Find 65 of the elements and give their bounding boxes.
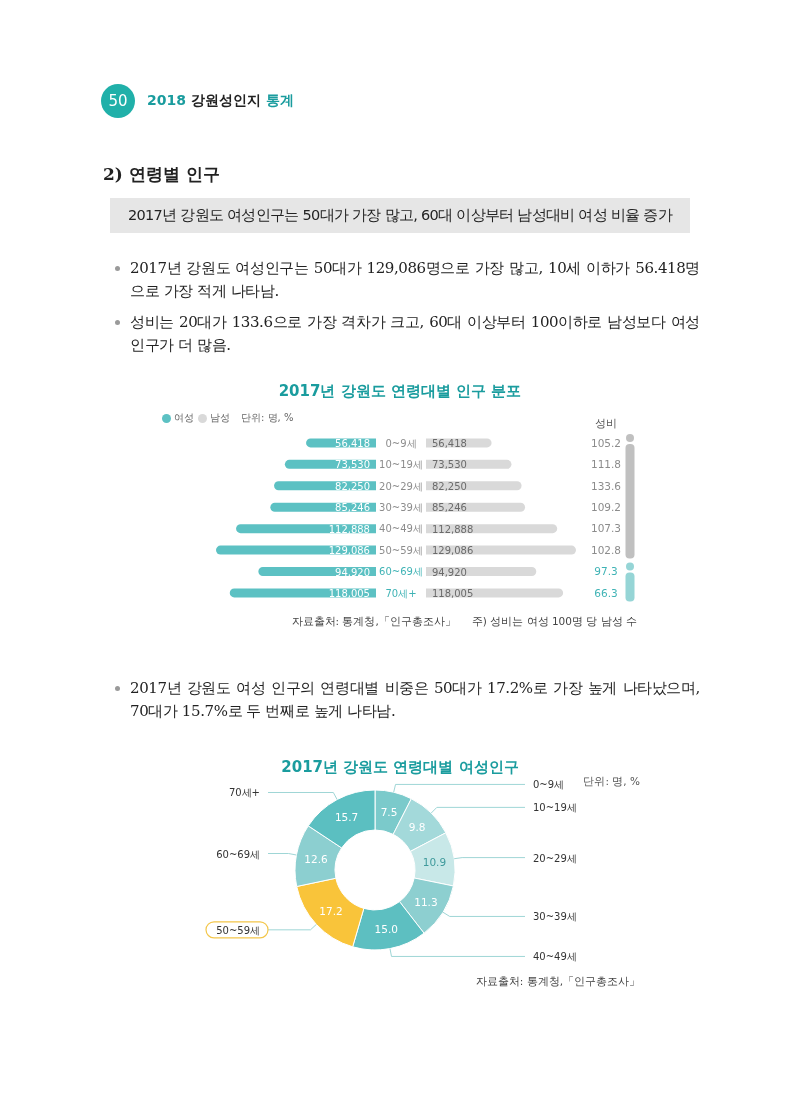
text: 2017년 강원도 여성인구는 50대가 가장 많고, 60대 이상부터 남성대비 여성 비율 증가	[127, 206, 673, 225]
y-tick-label: 0~9세	[385, 437, 417, 449]
data-label: 112,888	[328, 523, 370, 535]
data-label: 102.8	[590, 544, 622, 557]
text: 2) 연령별 인구	[103, 164, 220, 184]
text: 50	[108, 92, 128, 110]
data-label: 73,530	[432, 459, 467, 471]
text: 주) 성비는 여성 100명 당 남성 수	[471, 615, 637, 627]
slice-label: 10~19세	[533, 801, 577, 813]
data-label: 85,246	[335, 502, 370, 514]
data-label: 118,005	[432, 587, 474, 599]
legend-label: 남성	[210, 411, 230, 425]
slice-label: 20~29세	[533, 852, 577, 864]
text: 2017년 강원도 여성 인구의 연령대별 비중은 50대가 17.2%로 가장 높게 나타났으며, 70대가 15.7%로 두 번째로 높게 나타남.	[130, 679, 700, 720]
data-label: 94,920	[335, 566, 370, 578]
chart-subtitle: 단위: 명, %	[241, 412, 294, 423]
text: 단위: 명, %	[583, 775, 640, 787]
text: 2018 강원성인지 통계	[147, 92, 294, 108]
data-label: 133.6	[590, 479, 622, 492]
chart-title: 2017년 강원도 연령대별 인구 분포	[278, 382, 522, 400]
slice-label: 0~9세	[533, 778, 565, 790]
data-label: 11.3	[414, 895, 438, 908]
data-label: 97.3	[594, 565, 618, 578]
data-label: 56,418	[335, 437, 370, 449]
slice-label: 70세+	[228, 786, 260, 798]
text: 2017년 강원도 여성인구는 50대가 129,086명으로 가장 많고, 10세 이하가 56.418명으로 가장 적게 나타남.	[130, 259, 700, 300]
text: 자료출처: 통계청,「인구총조사」	[475, 975, 640, 987]
y-tick-label: 70세+	[385, 587, 417, 599]
data-label: 82,250	[335, 480, 370, 492]
text: 자료출처: 통계청,「인구총조사」	[291, 615, 456, 627]
data-label: 15.7	[334, 811, 359, 824]
data-label: 10.9	[422, 855, 447, 868]
data-label: 17.2	[319, 904, 343, 917]
y-tick-label: 50~59세	[379, 544, 423, 556]
slice-label: 30~39세	[533, 910, 577, 922]
data-label: 129,086	[432, 544, 474, 556]
data-label: 82,250	[432, 480, 467, 492]
data-label: 66.3	[594, 587, 618, 600]
data-label: 105.2	[590, 437, 622, 450]
data-label: 7.5	[380, 805, 398, 818]
legend-label: 여성	[174, 411, 194, 425]
y-tick-label: 10~19세	[379, 458, 423, 470]
data-label: 15.0	[374, 922, 398, 935]
text: 성비	[595, 417, 617, 429]
data-label: 9.8	[408, 821, 426, 834]
y-tick-label: 60~69세	[379, 566, 423, 578]
slice-label: 60~69세	[216, 848, 260, 860]
slice-label: 50~59세	[216, 924, 260, 936]
data-label: 94,920	[432, 566, 467, 578]
data-label: 109.2	[590, 501, 622, 514]
y-tick-label: 40~49세	[379, 523, 423, 535]
data-label: 129,086	[328, 544, 370, 556]
data-label: 56,418	[432, 437, 467, 449]
chart-title: 2017년 강원도 연령대별 여성인구	[281, 758, 519, 776]
data-label: 85,246	[432, 502, 467, 514]
text: 성비는 20대가 133.6으로 가장 격차가 크고, 60대 이상부터 100이하로 남성보다 여성 인구가 더 많음.	[130, 313, 700, 354]
y-tick-label: 30~39세	[379, 501, 423, 513]
slice-label: 40~49세	[533, 950, 577, 962]
y-tick-label: 20~29세	[379, 480, 423, 492]
data-label: 112,888	[432, 523, 474, 535]
data-label: 118,005	[328, 587, 370, 599]
data-label: 111.8	[590, 458, 622, 471]
data-label: 107.3	[590, 522, 622, 535]
data-label: 73,530	[335, 459, 370, 471]
data-label: 12.6	[304, 852, 329, 865]
